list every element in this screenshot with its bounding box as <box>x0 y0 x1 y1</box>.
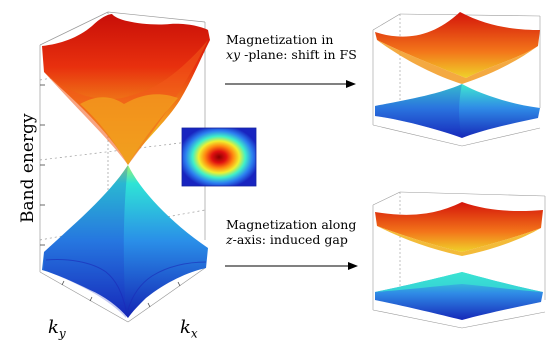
ky-axis-label: ky <box>48 318 66 344</box>
ky-subscript: y <box>58 326 66 341</box>
inset-colormap <box>182 128 256 186</box>
main-plot-ticks <box>40 84 181 308</box>
lower-band-rim-curve <box>45 259 207 311</box>
upper-band-cone <box>42 14 210 165</box>
ky-symbol: k <box>48 317 59 338</box>
y-axis-label-text: Band energy <box>18 113 38 223</box>
bottom-right-lower-top <box>375 272 543 292</box>
top-caption-line1: Magnetization in <box>226 32 334 47</box>
upper-band-front-rim <box>44 40 208 165</box>
inset-colormap-border <box>181 127 257 187</box>
top-caption-rest: -plane: shift in FS <box>240 47 357 62</box>
bottom-right-plot-box <box>372 191 546 329</box>
kx-axis-label: kx <box>180 318 198 344</box>
top-right-lower-shade <box>375 84 462 138</box>
bottom-right-upper-band <box>375 202 543 252</box>
bottom-caption-line1: Magnetization along <box>226 217 357 232</box>
bottom-caption-line2: z-axis: induced gap <box>226 232 356 247</box>
top-caption-line2: xy -plane: shift in FS <box>226 47 357 62</box>
lower-band-shading <box>44 165 128 318</box>
y-axis-label: Band energy <box>18 113 38 223</box>
kx-symbol: k <box>180 317 191 338</box>
top-caption-xy: xy <box>226 47 241 62</box>
upper-band-saddle <box>80 94 178 165</box>
top-right-plot-box <box>372 13 541 147</box>
bottom-arrow-caption: Magnetization along z-axis: induced gap <box>226 217 356 247</box>
kx-subscript: x <box>190 326 198 341</box>
top-right-upper-front <box>377 40 538 84</box>
lower-band-cone <box>42 165 208 318</box>
top-right-lower-band <box>375 84 540 138</box>
bottom-right-upper-front <box>377 226 541 256</box>
top-right-upper-band <box>375 12 540 78</box>
top-arrow-caption: Magnetization in xy -plane: shift in FS <box>226 32 357 62</box>
bottom-caption-rest: -axis: induced gap <box>232 232 348 247</box>
bottom-caption-z: z <box>226 232 233 247</box>
